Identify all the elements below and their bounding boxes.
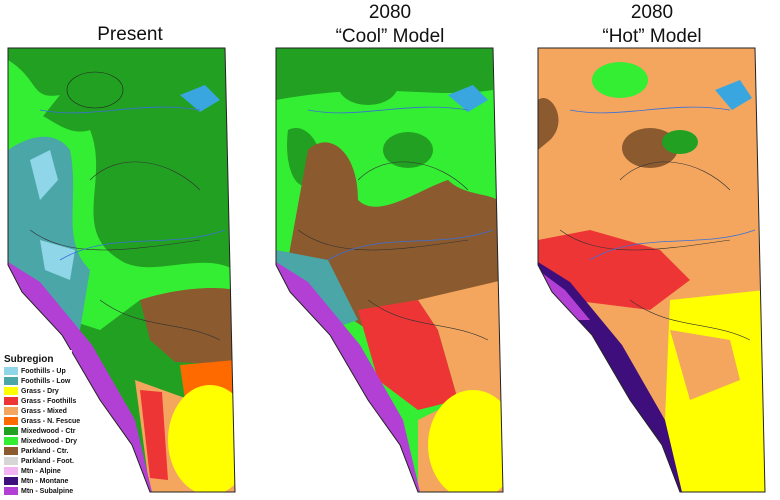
legend-label: Mtn - Alpine	[21, 468, 61, 475]
legend-swatch	[4, 397, 18, 405]
map-hot	[537, 47, 766, 493]
legend-label: Parkland - Ctr.	[21, 448, 69, 455]
legend-swatch	[4, 387, 18, 395]
legend-swatch	[4, 367, 18, 375]
legend-label: Foothills - Low	[21, 378, 71, 385]
legend-swatch	[4, 417, 18, 425]
legend-swatch	[4, 487, 18, 495]
legend-label: Parkland - Foot.	[21, 458, 74, 465]
legend-label: Grass - Mixed	[21, 408, 67, 415]
legend-swatch	[4, 377, 18, 385]
legend-label: Grass - Foothills	[21, 398, 76, 405]
legend-swatch	[4, 467, 18, 475]
legend-title: Subregion	[4, 354, 53, 365]
panel-title: Present	[97, 24, 163, 45]
legend-label: Grass - Dry	[21, 388, 59, 395]
legend-swatch	[4, 437, 18, 445]
legend: Subregion Foothills - Up Foothills - Low G…	[2, 350, 80, 496]
panel-title: 2080	[631, 2, 673, 23]
legend-label: Foothills - Up	[21, 368, 66, 375]
map-cool	[275, 47, 504, 493]
panel-title: “Hot” Model	[602, 26, 701, 47]
map-present	[7, 47, 236, 493]
legend-label: Mixedwood - Ctr	[21, 428, 76, 435]
panel-title: 2080	[369, 2, 411, 23]
legend-swatch	[4, 427, 18, 435]
legend-label: Mixedwood - Dry	[21, 438, 77, 445]
legend-swatch	[4, 477, 18, 485]
legend-label: Mtn - Subalpine	[21, 488, 73, 495]
legend-label: Grass - N. Fescue	[21, 418, 80, 425]
legend-swatch	[4, 447, 18, 455]
legend-swatch	[4, 407, 18, 415]
legend-swatch	[4, 457, 18, 465]
panel-title: “Cool” Model	[336, 26, 445, 47]
legend-label: Mtn - Montane	[21, 478, 69, 485]
